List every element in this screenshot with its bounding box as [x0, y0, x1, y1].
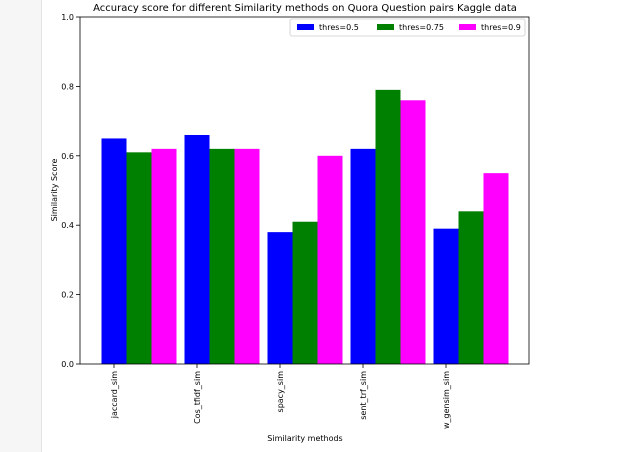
x-axis-ticks: jaccard_sim Cos_tfidf_sim spacy_sim sent_tr…	[110, 364, 451, 429]
chart-legend: thres=0.5 thres=0.75 thres=0.9	[289, 18, 526, 37]
bar-spacy_sim-2	[317, 155, 343, 364]
x-tick-label: w_gensim_sim	[442, 371, 451, 429]
legend-box	[289, 18, 526, 37]
notebook-gutter	[0, 0, 41, 452]
legend-swatch-1	[377, 24, 394, 30]
bar-spacy_sim-1	[292, 221, 318, 364]
y-tick-label: 0.4	[61, 221, 74, 230]
y-tick-label: 0.6	[61, 152, 74, 161]
x-axis-label: Similarity methods	[267, 434, 342, 443]
bar-sent_trf_sim-0	[350, 148, 376, 364]
legend-swatch-0	[297, 24, 314, 30]
y-tick-label: 0.0	[61, 360, 74, 369]
bar-sent_trf_sim-1	[375, 89, 401, 365]
gutter-divider	[41, 0, 42, 452]
y-tick-label: 1.0	[61, 13, 74, 22]
bar-w_gensim_sim-0	[433, 228, 459, 364]
bar-Cos_tfidf_sim-1	[209, 148, 235, 364]
bar-jaccard_sim-1	[126, 152, 152, 364]
y-tick-label: 0.2	[61, 291, 74, 300]
legend-label-1: thres=0.75	[399, 23, 444, 32]
x-tick-label: spacy_sim	[276, 371, 285, 413]
chart-title: Accuracy score for different Similarity …	[93, 3, 517, 14]
y-axis-label: Similarity Score	[50, 159, 59, 222]
x-tick-label: jaccard_sim	[110, 371, 119, 419]
bar-Cos_tfidf_sim-2	[234, 148, 260, 364]
bar-jaccard_sim-2	[151, 148, 177, 364]
y-tick-label: 0.8	[61, 82, 74, 91]
y-axis-ticks: 0.0 0.2 0.4 0.6 0.8 1.0	[61, 13, 80, 369]
x-tick-label: sent_trf_sim	[359, 371, 368, 420]
bar-w_gensim_sim-2	[483, 173, 509, 364]
bars-layer	[101, 89, 509, 365]
legend-swatch-2	[459, 24, 476, 30]
legend-label-0: thres=0.5	[319, 23, 359, 32]
bar-jaccard_sim-0	[101, 138, 127, 364]
plot-area-frame	[79, 16, 530, 365]
bar-sent_trf_sim-2	[400, 100, 426, 364]
x-tick-label: Cos_tfidf_sim	[193, 371, 202, 424]
bar-w_gensim_sim-1	[458, 211, 484, 364]
bar-spacy_sim-0	[267, 232, 293, 364]
legend-label-2: thres=0.9	[481, 23, 521, 32]
bar-Cos_tfidf_sim-0	[184, 134, 210, 364]
